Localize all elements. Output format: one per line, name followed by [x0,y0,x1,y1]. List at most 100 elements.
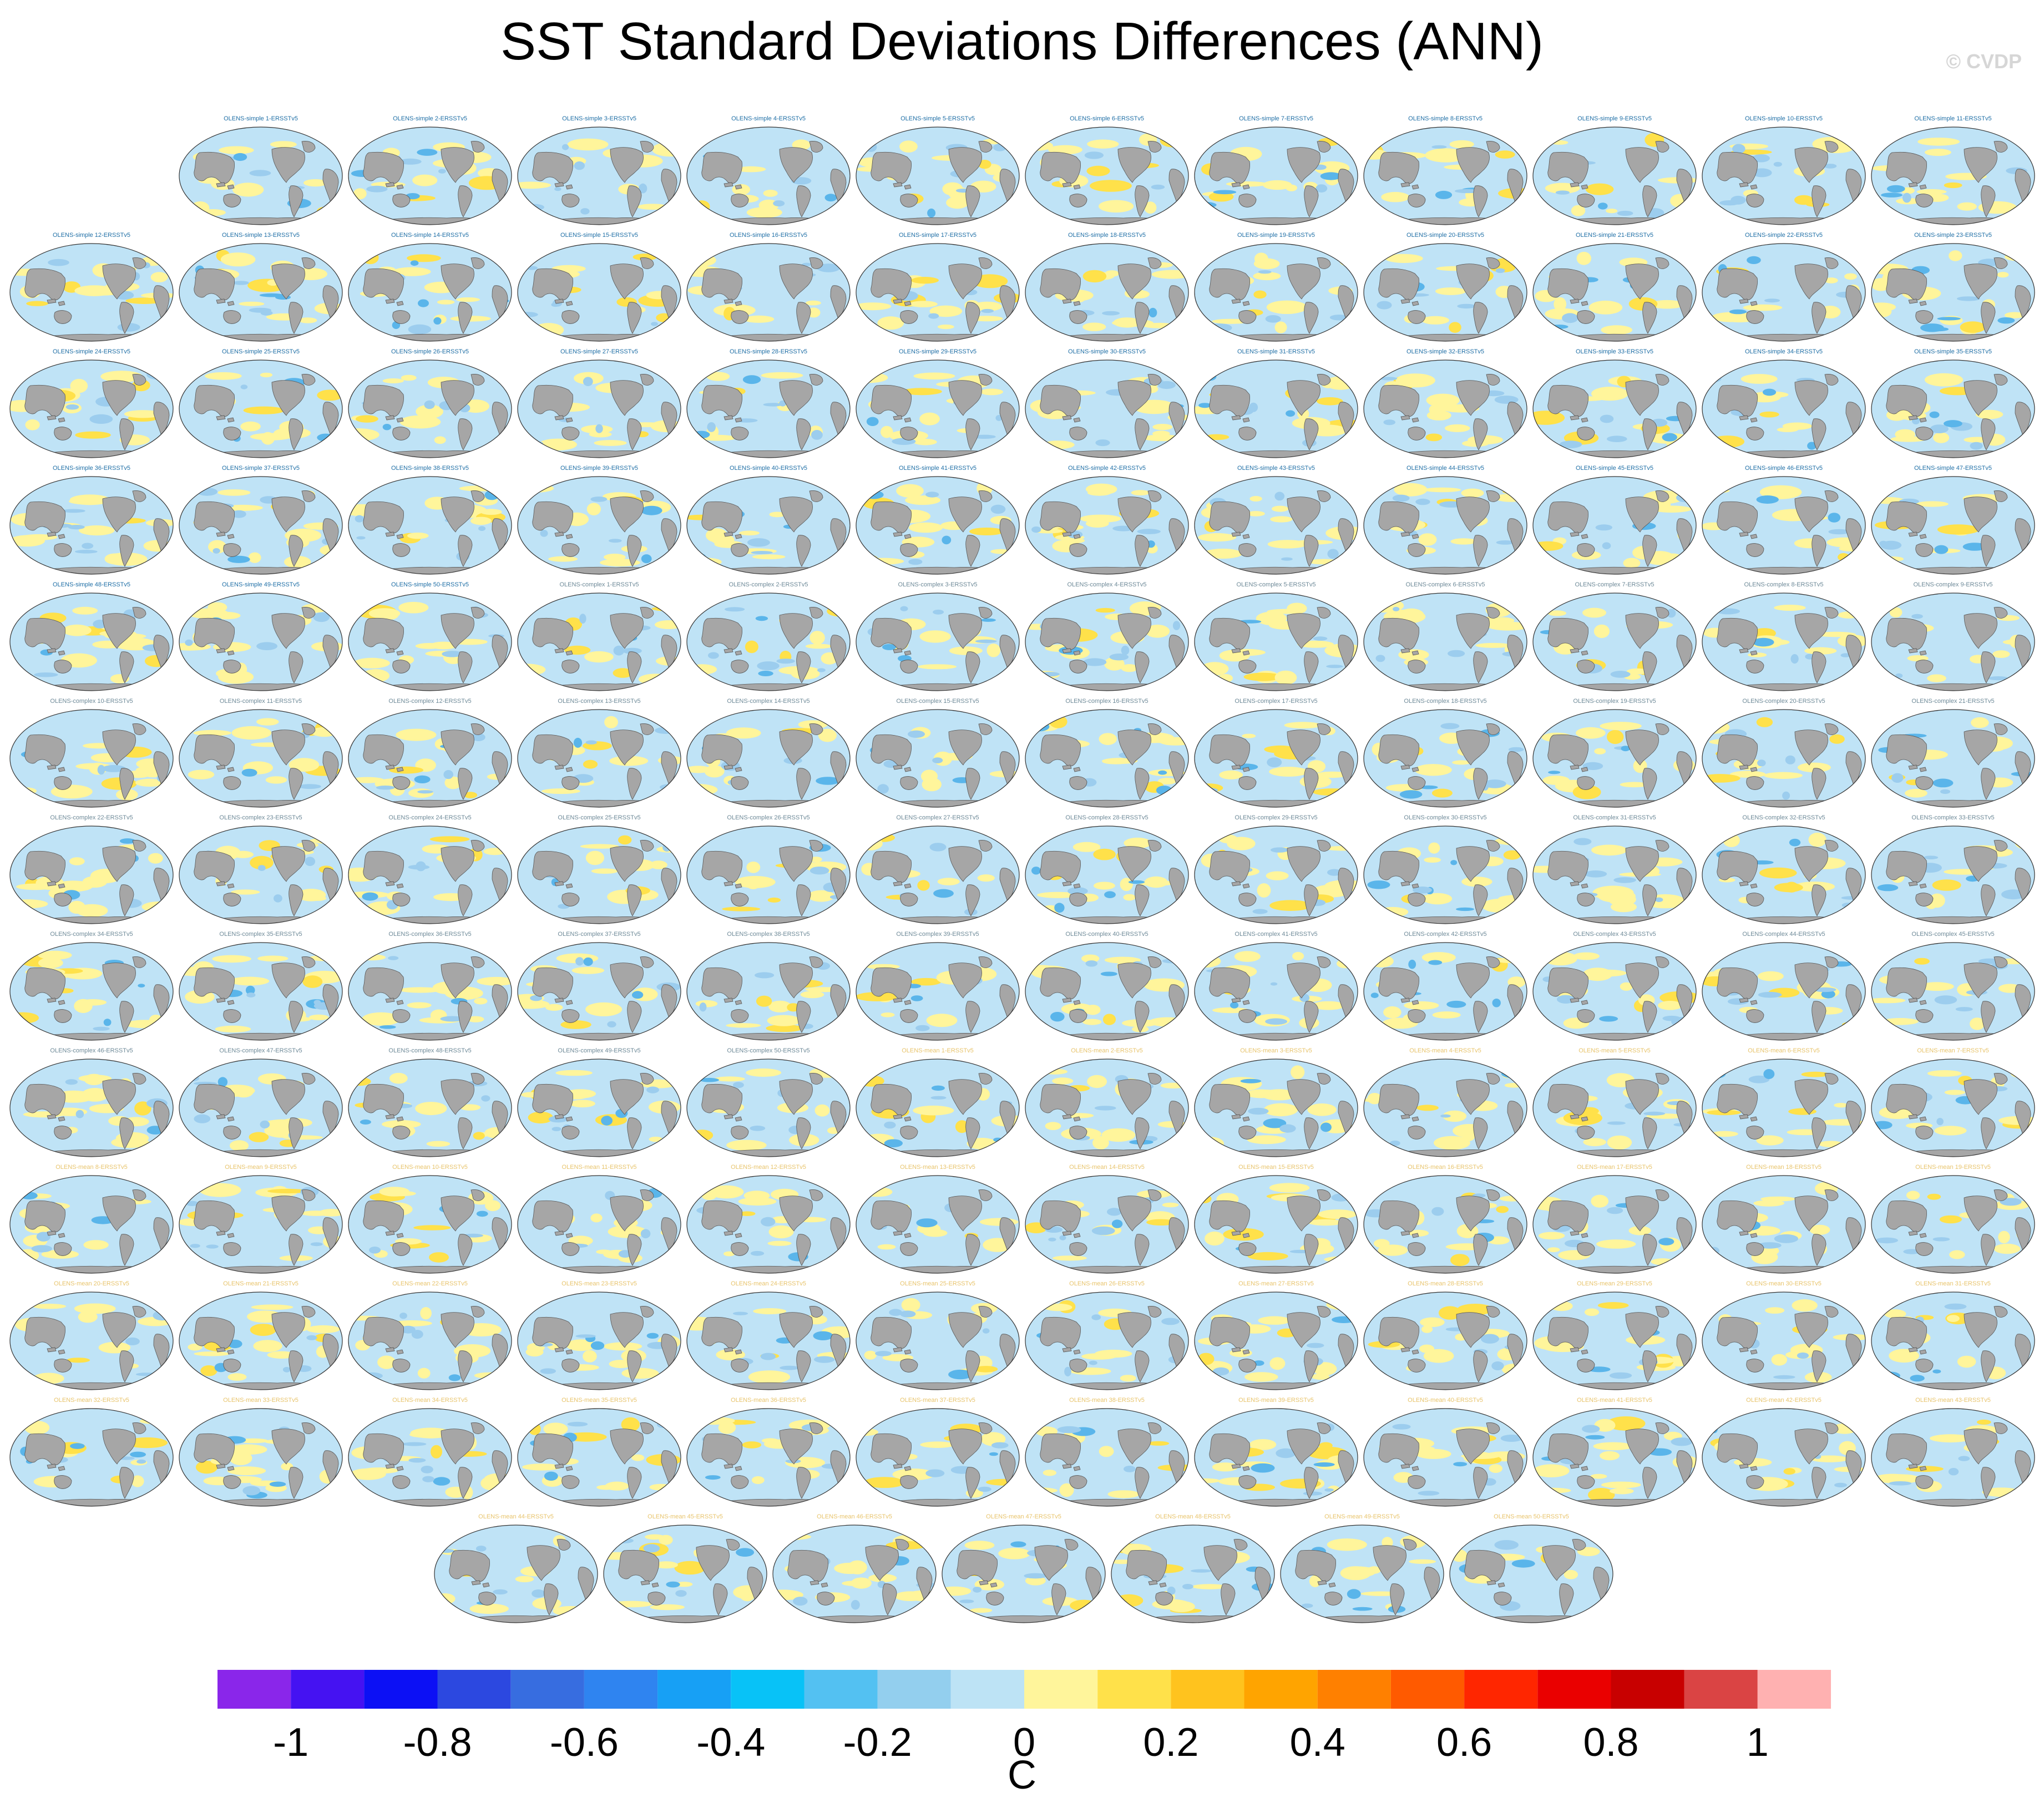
land-mass [1040,617,1081,650]
negative-anomaly-patch [1316,184,1328,193]
land-mass [978,723,993,735]
land-mass [978,257,993,269]
positive-anomaly-patch [877,1244,896,1250]
land-mass [54,776,72,790]
land-mass [724,1230,742,1238]
land-mass [1625,497,1659,533]
land-mass [1117,613,1151,649]
panel-title: OLENS-mean 46-ERSSTv5 [817,1513,892,1520]
land-mass [1117,1079,1151,1115]
map-panel: OLENS-complex 30-ERSSTv5 [1362,813,1529,924]
negative-anomaly-patch [1091,1226,1115,1235]
land-mass [1553,799,1682,807]
land-mass [554,881,573,889]
positive-anomaly-patch [1801,1071,1829,1077]
land-mass [30,916,159,924]
positive-anomaly-patch [302,975,323,988]
positive-anomaly-patch [1428,842,1440,854]
land-mass [900,543,918,557]
positive-anomaly-patch [543,1422,568,1436]
land-mass [871,384,912,417]
land-mass [1625,846,1659,882]
land-mass [701,151,742,184]
land-mass [1456,497,1490,533]
land-mass [47,1463,65,1471]
land-mass [271,264,305,300]
land-mass [102,1312,136,1348]
negative-anomaly-patch [1182,1584,1193,1589]
world-map [348,592,512,691]
map-outline [1702,592,1866,691]
land-mass [1408,660,1426,673]
negative-anomaly-patch [240,384,248,389]
negative-anomaly-patch [1274,492,1285,501]
map-outline [1025,126,1189,225]
map-panel: OLENS-complex 17-ERSSTv5 [1193,696,1359,808]
land-mass [893,182,912,190]
negative-anomaly-patch [1582,762,1603,770]
land-mass [1045,450,1174,458]
land-mass [1287,497,1320,533]
positive-anomaly-patch [608,1225,646,1238]
map-panel: OLENS-simple 35-ERSSTv5 [1870,347,2036,458]
land-mass [1994,607,2008,619]
map-outline [9,1059,174,1157]
positive-anomaly-patch [751,1476,765,1485]
negative-anomaly-patch [440,1016,464,1022]
map-outline [1025,476,1189,575]
positive-anomaly-patch [603,1342,642,1351]
negative-anomaly-patch [933,889,954,898]
land-mass [796,1001,811,1033]
world-map [348,1059,512,1157]
land-mass [54,1126,72,1140]
positive-anomaly-patch [306,1325,340,1334]
positive-anomaly-patch [1585,183,1614,195]
map-outline [1025,1059,1189,1157]
land-mass [779,846,813,882]
positive-anomaly-patch [618,835,632,845]
positive-anomaly-patch [257,955,289,962]
land-mass [1553,683,1682,691]
positive-anomaly-patch [1949,1250,1965,1259]
positive-anomaly-patch [1318,1209,1357,1219]
positive-anomaly-patch [215,1025,251,1032]
land-mass [368,1149,497,1157]
land-mass [627,418,642,450]
land-mass [1994,840,2008,852]
negative-anomaly-patch [1050,1012,1065,1022]
positive-anomaly-patch [1444,424,1470,432]
panel-title: OLENS-complex 48-ERSSTv5 [388,1047,472,1054]
negative-anomaly-patch [245,985,255,995]
land-mass [1547,151,1588,184]
negative-anomaly-patch [991,1442,1009,1449]
positive-anomaly-patch [1711,1131,1738,1137]
panel-title: OLENS-complex 36-ERSSTv5 [388,931,472,938]
land-mass [978,1189,993,1201]
positive-anomaly-patch [1759,867,1797,879]
map-outline [348,476,512,575]
positive-anomaly-patch [594,440,627,446]
positive-anomaly-patch [767,1240,792,1246]
negative-anomaly-patch [1265,1018,1288,1025]
positive-anomaly-patch [248,552,261,563]
land-mass [1384,1032,1512,1040]
positive-anomaly-patch [16,883,55,890]
negative-anomaly-patch [246,992,256,997]
positive-anomaly-patch [1884,1309,1906,1319]
land-mass [1408,194,1426,207]
panel-title: OLENS-mean 43-ERSSTv5 [1915,1397,1991,1404]
land-mass [1304,185,1319,217]
positive-anomaly-patch [1158,778,1177,784]
land-mass [1408,427,1426,440]
positive-anomaly-patch [1421,952,1456,963]
positive-anomaly-patch [407,533,429,539]
land-mass [368,217,497,225]
positive-anomaly-patch [1081,1353,1116,1360]
positive-anomaly-patch [1099,733,1117,745]
land-mass [132,956,146,968]
land-mass [1964,1196,1997,1232]
negative-anomaly-patch [1763,1069,1775,1079]
land-mass [199,916,328,924]
land-mass [1812,1117,1827,1149]
land-mass [1209,151,1250,184]
